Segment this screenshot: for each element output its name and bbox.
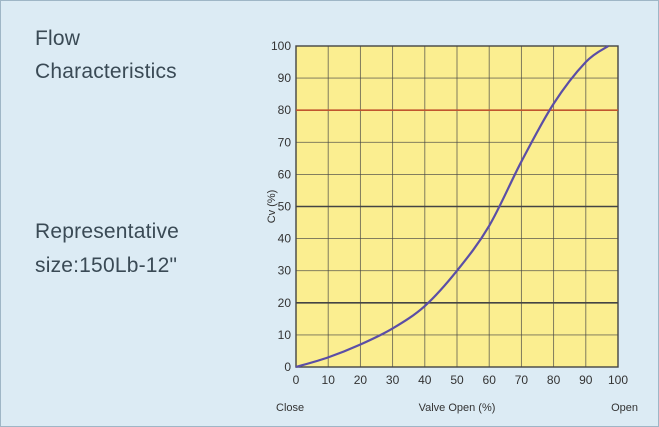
- y-tick-label: 70: [278, 135, 292, 149]
- y-tick-label: 90: [278, 71, 292, 85]
- y-tick-label: 80: [278, 103, 292, 117]
- close-label: Close: [276, 402, 304, 414]
- flow-curve: [295, 45, 609, 369]
- x-tick-label: 60: [483, 373, 497, 387]
- x-tick-label: 100: [608, 373, 628, 387]
- title-line-1: Flow: [35, 27, 81, 50]
- y-tick-label: 100: [271, 39, 291, 53]
- y-tick-label: 60: [278, 167, 292, 181]
- x-tick-label: 70: [515, 373, 529, 387]
- y-tick-label: 0: [284, 360, 291, 374]
- x-tick-label: 50: [450, 373, 464, 387]
- y-tick-label: 10: [278, 328, 292, 342]
- y-axis-label: Cv (%): [266, 190, 278, 224]
- representative-size-line-1: Representative: [35, 220, 180, 243]
- y-tick-label: 20: [278, 296, 292, 310]
- x-tick-label: 30: [386, 373, 400, 387]
- x-axis-label: Valve Open (%): [419, 402, 496, 414]
- x-tick-label: 90: [579, 373, 593, 387]
- title-line-2: Characteristics: [35, 60, 177, 83]
- x-tick-label: 80: [547, 373, 561, 387]
- x-tick-label: 10: [322, 373, 336, 387]
- y-tick-label: 30: [278, 264, 292, 278]
- open-label: Open: [611, 402, 638, 414]
- y-tick-label: 40: [278, 232, 292, 246]
- x-tick-label: 20: [354, 373, 368, 387]
- y-tick-label: 50: [278, 200, 292, 214]
- x-tick-label: 0: [293, 373, 300, 387]
- representative-size-line-2: size:150Lb-12": [35, 254, 178, 277]
- x-tick-label: 40: [418, 373, 432, 387]
